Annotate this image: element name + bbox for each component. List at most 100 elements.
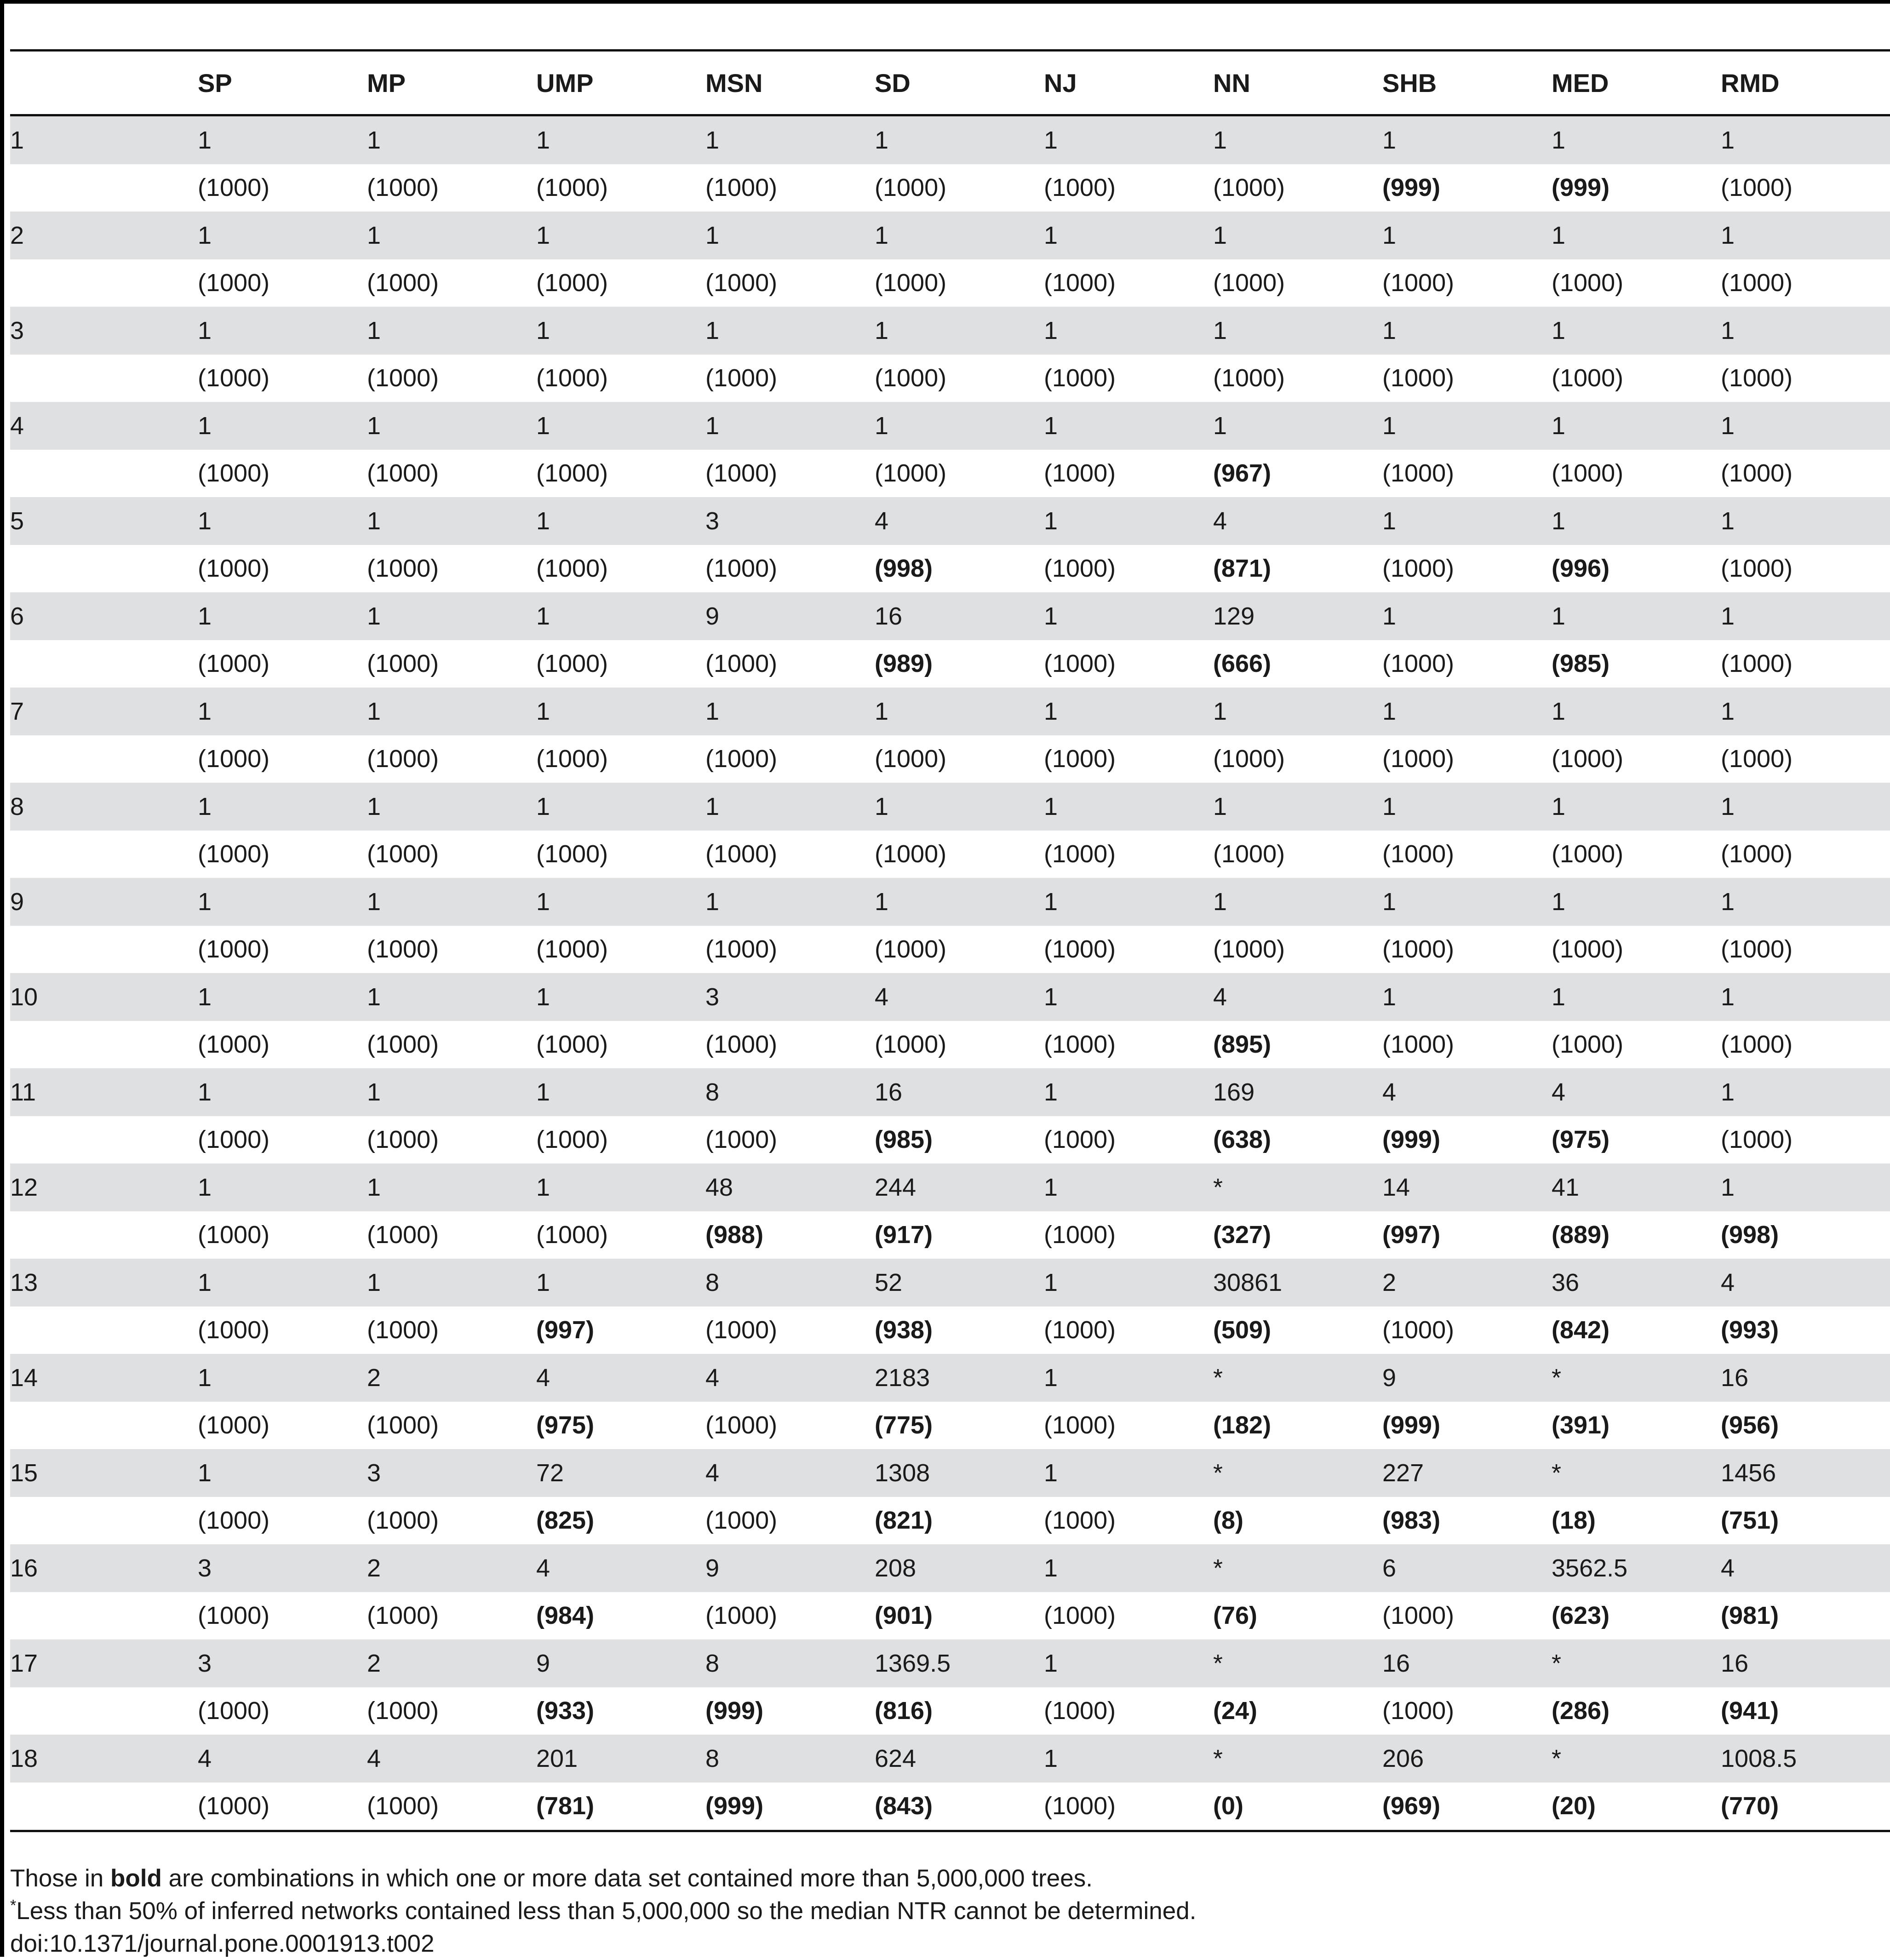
count-cell: (1000) <box>875 174 947 202</box>
count-value-bold: (967) <box>1213 459 1271 487</box>
median-cell: 1 <box>1213 402 1382 450</box>
count-cell: (843) <box>875 1782 1044 1832</box>
median-cell: 1 <box>536 1163 705 1211</box>
median-cell: 1 <box>1721 307 1890 355</box>
count-cell: (1000) <box>536 935 608 963</box>
count-cell: (917) <box>875 1211 1044 1259</box>
table-row-count: (1000) (1000) (1000) (988) (917) (1000) (327) (… <box>10 1211 1890 1259</box>
count-cell: (989) <box>875 640 1044 688</box>
bold-footnote-text-pre: Those in <box>10 1865 111 1892</box>
table-row-count: (1000) (1000) (997) (1000) (938) (1000) (509) (… <box>10 1307 1890 1354</box>
median-cell: 1 <box>367 497 536 545</box>
row-label-blank <box>10 1687 198 1735</box>
median-cell: 1 <box>1721 1068 1890 1116</box>
median-cell: 4 <box>705 1354 875 1402</box>
median-cell: 1 <box>367 783 536 831</box>
median-cell: 1 <box>536 973 705 1021</box>
count-cell: (20) <box>1552 1782 1721 1832</box>
row-label: 10 <box>10 973 198 1021</box>
median-cell: 1 <box>1044 1163 1213 1211</box>
count-value-bold: (842) <box>1552 1316 1610 1344</box>
count-cell: (1000) <box>536 555 608 583</box>
median-cell: 1 <box>1044 307 1213 355</box>
median-cell: 1 <box>875 688 1044 735</box>
count-cell: (1000) <box>536 745 608 773</box>
count-value-bold: (996) <box>1552 555 1610 583</box>
row-label: 7 <box>10 688 198 735</box>
count-cell: (1000) <box>367 650 439 678</box>
count-cell: (1000) <box>198 935 270 963</box>
median-cell: 1 <box>1044 497 1213 545</box>
count-cell: (1000) <box>198 1031 270 1059</box>
median-cell: 1 <box>705 688 875 735</box>
median-cell: 244 <box>875 1163 1044 1211</box>
count-value-bold: (781) <box>536 1792 595 1820</box>
median-cell: * <box>1213 1449 1382 1497</box>
count-cell: (1000) <box>705 555 778 583</box>
row-label: 1 <box>10 115 198 164</box>
count-cell: (1000) <box>1382 459 1455 487</box>
row-label-blank <box>10 1782 198 1832</box>
count-value-bold: (775) <box>875 1411 933 1439</box>
count-value-bold: (666) <box>1213 650 1271 678</box>
row-label-blank <box>10 1116 198 1164</box>
count-cell: (1000) <box>536 364 608 392</box>
median-cell: 8 <box>705 1735 875 1782</box>
row-label: 12 <box>10 1163 198 1211</box>
median-cell: 4 <box>536 1354 705 1402</box>
row-label-blank <box>10 1021 198 1069</box>
count-cell: (969) <box>1382 1782 1552 1832</box>
count-cell: (1000) <box>1552 935 1624 963</box>
count-cell: (751) <box>1721 1497 1890 1545</box>
median-cell: 1 <box>536 307 705 355</box>
median-cell: 41 <box>1552 1163 1721 1211</box>
count-value-bold: (998) <box>875 555 933 583</box>
median-cell: 129 <box>1213 592 1382 640</box>
table-row-count: (1000) (1000) (1000) (1000) (1000) (1000) (100… <box>10 926 1890 974</box>
count-value-bold: (989) <box>875 650 933 678</box>
count-cell: (1000) <box>1044 459 1116 487</box>
table-body: 1 1 1 1 1 1 1 1 1 1 1 (1000) (1000) (1000) (1000) (1000… <box>10 115 1890 1832</box>
count-cell: (1000) <box>367 840 439 868</box>
count-value-bold: (981) <box>1721 1602 1779 1630</box>
median-cell: * <box>1552 1354 1721 1402</box>
row-label: 16 <box>10 1544 198 1592</box>
count-cell: (1000) <box>1213 364 1285 392</box>
count-value-bold: (917) <box>875 1221 933 1249</box>
count-cell: (1000) <box>367 1316 439 1344</box>
header-cell-nj: NJ <box>1044 68 1077 97</box>
median-cell: * <box>1552 1735 1721 1782</box>
count-cell: (1000) <box>367 1782 536 1832</box>
count-value-bold: (816) <box>875 1697 933 1725</box>
count-cell: (1000) <box>1044 555 1116 583</box>
count-cell: (509) <box>1213 1307 1382 1354</box>
table-row-count: (1000) (1000) (933) (999) (816) (1000) (24) (10… <box>10 1687 1890 1735</box>
count-value-bold: (988) <box>705 1221 764 1249</box>
count-value-bold: (969) <box>1382 1792 1441 1820</box>
count-value-bold: (20) <box>1552 1792 1596 1820</box>
count-value-bold: (182) <box>1213 1411 1271 1439</box>
median-cell: 4 <box>198 1735 367 1782</box>
table-top-rule <box>10 49 1890 52</box>
count-cell: (1000) <box>1044 1602 1116 1630</box>
count-cell: (1000) <box>705 364 778 392</box>
count-cell: (999) <box>1382 164 1552 212</box>
count-cell: (1000) <box>198 650 270 678</box>
count-cell: (1000) <box>875 364 947 392</box>
median-cell: 2 <box>1382 1259 1552 1307</box>
count-cell: (1000) <box>1382 269 1455 297</box>
median-cell: 1 <box>1721 878 1890 926</box>
count-cell: (1000) <box>1552 364 1624 392</box>
count-cell: (975) <box>536 1402 705 1450</box>
count-cell: (889) <box>1552 1211 1721 1259</box>
median-cell: 1 <box>1044 592 1213 640</box>
count-cell: (985) <box>1552 640 1721 688</box>
count-value-bold: (997) <box>1382 1221 1441 1249</box>
table-row-count: (1000) (1000) (1000) (1000) (998) (1000) (871)… <box>10 545 1890 593</box>
header-cell-msn: MSN <box>705 68 763 97</box>
count-cell: (1000) <box>875 840 947 868</box>
count-cell: (901) <box>875 1592 1044 1640</box>
